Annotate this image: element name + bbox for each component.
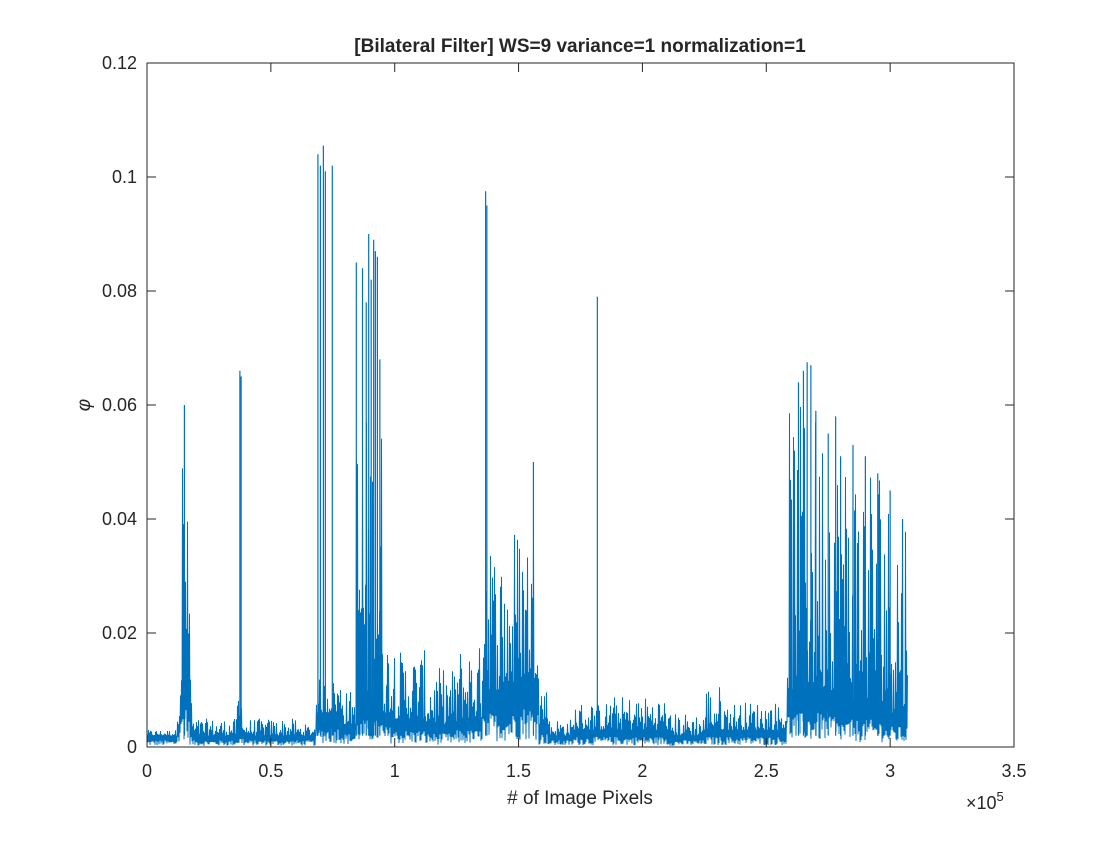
- x-axis-exponent: ×105: [966, 789, 1004, 813]
- spike-group: [183, 145, 904, 736]
- x-tick-label: 1.5: [506, 761, 531, 781]
- x-axis-exponent-power: 5: [997, 789, 1004, 804]
- y-tick-label: 0.04: [102, 509, 137, 529]
- x-tick-label: 0: [142, 761, 152, 781]
- x-tick-label: 1: [390, 761, 400, 781]
- x-tick-label: 2.5: [754, 761, 779, 781]
- x-axis-ticks: 0 0.5 1 1.5 2 2.5 3 3.5: [142, 63, 1027, 781]
- chart-title: [Bilateral Filter] WS=9 variance=1 norma…: [354, 36, 806, 57]
- x-tick-label: 2: [637, 761, 647, 781]
- y-tick-label: 0: [127, 737, 137, 757]
- y-tick-label: 0.02: [102, 623, 137, 643]
- y-tick-label: 0.12: [102, 53, 137, 73]
- y-tick-label: 0.1: [112, 167, 137, 187]
- x-axis-exponent-base: ×10: [966, 793, 997, 813]
- plot-background: [147, 63, 1014, 747]
- y-axis-ticks: 0 0.02 0.04 0.06 0.08 0.1 0.12: [102, 53, 1014, 757]
- y-tick-label: 0.08: [102, 281, 137, 301]
- x-tick-label: 0.5: [258, 761, 283, 781]
- x-tick-label: 3.5: [1001, 761, 1026, 781]
- y-axis-label: φ: [74, 399, 95, 411]
- data-series-line: [146, 406, 908, 746]
- x-tick-label: 3: [885, 761, 895, 781]
- x-axis-label: # of Image Pixels: [507, 788, 653, 809]
- y-tick-label: 0.06: [102, 395, 137, 415]
